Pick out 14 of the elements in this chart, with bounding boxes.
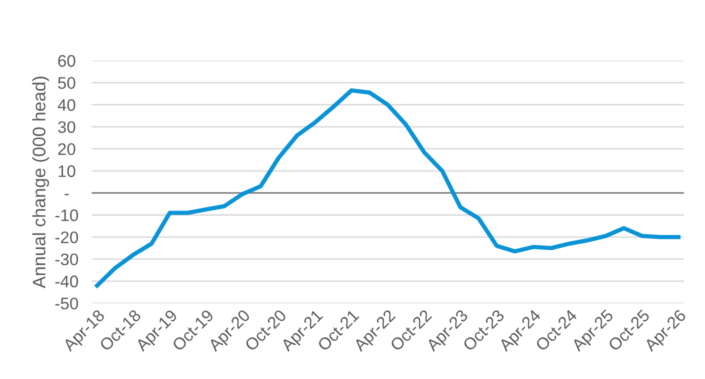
y-tick-label: 60	[58, 55, 76, 67]
y-tick-label: -	[64, 194, 69, 196]
y-tick-label: 40	[58, 99, 76, 111]
y-tick-label: -50	[55, 298, 78, 310]
y-tick-label: -40	[55, 276, 78, 288]
y-tick-label: -10	[55, 209, 78, 222]
y-tick-label: 20	[58, 143, 76, 156]
y-tick-label: -20	[55, 231, 78, 244]
line-series	[95, 88, 680, 288]
y-tick-label: 10	[58, 165, 76, 178]
y-tick-label: 50	[58, 77, 76, 89]
y-axis-title: Annual change (000 head)	[32, 76, 50, 288]
y-tick-label: 30	[58, 121, 76, 133]
y-tick-label: -30	[55, 254, 78, 266]
